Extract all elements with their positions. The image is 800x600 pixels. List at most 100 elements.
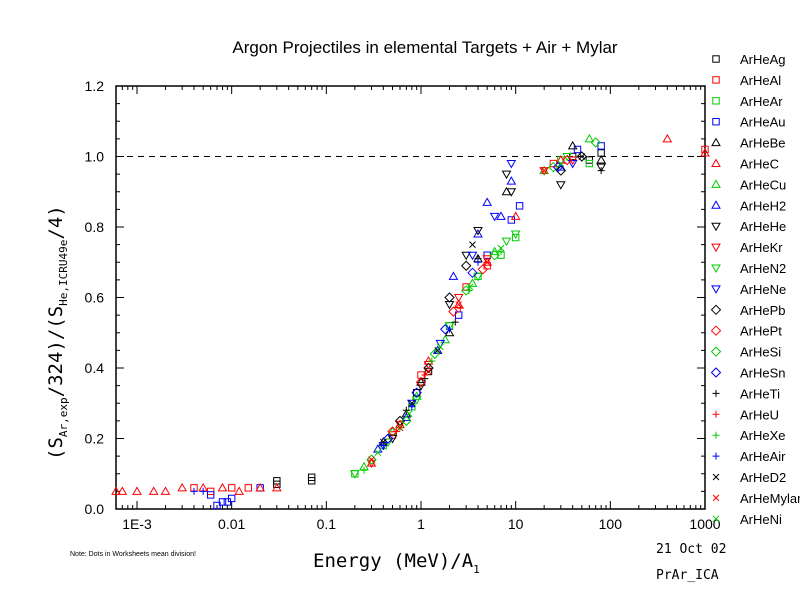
- data-point: [501, 237, 512, 247]
- data-point: [374, 449, 382, 456]
- data-point: [590, 137, 601, 148]
- data-point: [448, 306, 459, 317]
- legend-marker: [712, 410, 720, 418]
- data-point: [435, 339, 446, 349]
- date-stamp: 21 Oct 02: [656, 542, 726, 557]
- data-point: [549, 159, 558, 168]
- data-point: [396, 424, 404, 432]
- data-point: [448, 271, 459, 280]
- legend-marker: [710, 346, 722, 357]
- data-point: [444, 322, 455, 331]
- y-tick-label: 0.0: [85, 501, 105, 517]
- data-point: [573, 145, 582, 154]
- data-point: [388, 431, 397, 439]
- legend-marker: [711, 285, 721, 294]
- legend-label: ArHeH2: [740, 198, 786, 213]
- data-point: [444, 292, 455, 303]
- axis-ticks: 1E-3 0.01 0.1 1 10 100 1000 0.0 0.2 0.4 0.6 0.8 1.0 1…: [85, 78, 721, 532]
- data-point: [423, 362, 434, 374]
- legend-label: ArHeAl: [740, 73, 781, 88]
- legend-marker: [712, 55, 720, 63]
- legend-label: ArHeTi: [740, 386, 780, 401]
- data-point: [199, 487, 207, 495]
- data-point: [482, 197, 493, 206]
- data-point: [467, 251, 478, 261]
- data-point: [497, 248, 505, 256]
- data-point: [453, 299, 464, 309]
- data-point: [445, 325, 453, 333]
- data-point: [515, 202, 524, 210]
- data-point: [411, 387, 422, 398]
- legend-label: ArHeMylar: [740, 491, 800, 506]
- data-point: [474, 258, 482, 266]
- data-point: [506, 188, 517, 197]
- data-point: [349, 470, 360, 479]
- legend-marker: [711, 264, 721, 274]
- data-point: [584, 133, 595, 143]
- data-point: [510, 230, 521, 240]
- data-point: [576, 151, 588, 162]
- data-point: [227, 484, 236, 492]
- plot-frame: [115, 85, 706, 510]
- data-point: [585, 159, 594, 168]
- y-tick-label: 0.2: [85, 431, 105, 447]
- legend-label: ArHeHe: [740, 219, 786, 234]
- data-point: [132, 486, 142, 495]
- legend-marker: [711, 200, 721, 209]
- data-point: [429, 348, 441, 360]
- legend-marker: [711, 158, 721, 167]
- data-point: [117, 486, 128, 495]
- legend-label: ArHeCu: [740, 177, 786, 192]
- data-point: [227, 494, 236, 503]
- legend-label: ArHeAu: [740, 115, 786, 130]
- data-point: [387, 426, 398, 437]
- data-point: [596, 163, 607, 173]
- x-tick-label: 10: [508, 516, 524, 532]
- data-point: [454, 311, 463, 319]
- x-tick-label: 100: [599, 516, 623, 532]
- data-point: [482, 257, 493, 266]
- data-point: [217, 482, 228, 492]
- data-point: [506, 176, 517, 185]
- data-point: [379, 438, 387, 446]
- legend-label: ArHeU: [740, 407, 779, 422]
- note-text: Note: Dots in Worksheets mean division!: [70, 551, 196, 558]
- data-point: [307, 473, 316, 481]
- data-point: [662, 133, 673, 143]
- data-point: [177, 482, 188, 492]
- data-point: [395, 420, 405, 430]
- data-point: [412, 388, 421, 397]
- legend-label: ArHeNe: [740, 282, 786, 297]
- y-tick-label: 0.8: [85, 219, 105, 235]
- data-point: [507, 216, 516, 224]
- data-point: [428, 357, 436, 365]
- x-tick-label: 1E-3: [122, 516, 152, 532]
- data-point: [539, 167, 550, 176]
- data-point: [366, 454, 377, 465]
- y-tick-label: 1.0: [85, 149, 105, 165]
- legend-marker: [712, 515, 720, 523]
- legend-label: ArHeC: [740, 157, 779, 172]
- data-point: [382, 433, 394, 444]
- data-point: [578, 153, 586, 160]
- data-point: [467, 267, 478, 279]
- y-tick-label: 1.2: [85, 78, 105, 94]
- legend-marker: [712, 118, 720, 126]
- legend-marker: [712, 473, 720, 481]
- data-point: [496, 211, 506, 220]
- legend-marker: [711, 243, 721, 253]
- data-point: [421, 371, 429, 379]
- data-point: [561, 154, 573, 166]
- data-point: [405, 410, 413, 418]
- data-point: [255, 482, 266, 492]
- legend-marker: [710, 325, 722, 336]
- data-point: [392, 427, 400, 435]
- data-point: [548, 161, 559, 173]
- data-point: [206, 491, 215, 499]
- data-point: [415, 376, 427, 388]
- data-point: [467, 278, 478, 287]
- data-point: [244, 484, 253, 492]
- data-point: [218, 498, 227, 506]
